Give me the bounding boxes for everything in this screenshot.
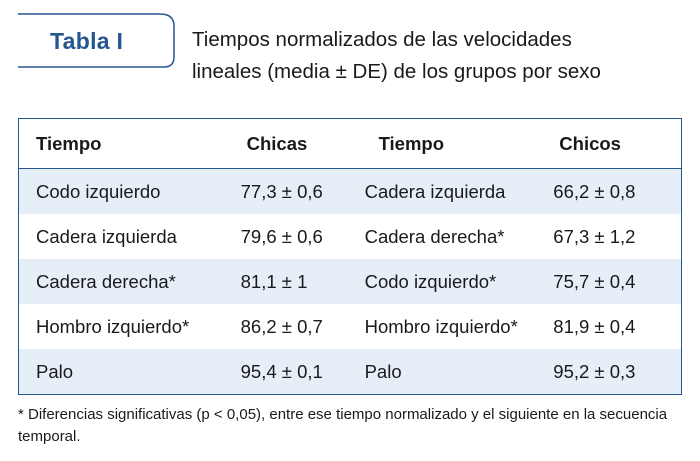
table-cell: Hombro izquierdo* [360,304,550,349]
table-cell: Codo izquierdo [18,168,232,214]
table-row: Palo 95,4 ± 0,1 Palo 95,2 ± 0,3 [18,349,682,395]
table-cell: 66,2 ± 0,8 [549,168,682,214]
table-cell: Cadera izquierda [360,168,550,214]
caption-line-1: Tiempos normalizados de las velocidades [192,28,572,51]
table-cell: Cadera izquierda [18,214,232,259]
column-header: Tiempo [360,118,550,169]
column-header: Chicas [231,118,361,169]
table-cell: Palo [18,349,232,395]
data-table: Tiempo Chicas Tiempo Chicos Codo izquier… [18,118,682,395]
table-header-row: Tiempo Chicas Tiempo Chicos [18,118,682,169]
table-cell: Cadera derecha* [18,259,232,304]
table-footnote: * Diferencias significativas (p < 0,05),… [18,406,668,445]
column-header: Tiempo [18,118,232,169]
table-row: Cadera izquierda 79,6 ± 0,6 Cadera derec… [18,214,682,259]
column-header: Chicos [549,118,682,169]
table-cell: 86,2 ± 0,7 [231,304,361,349]
table-caption: Tiempos normalizados de las velocidades … [192,24,682,88]
table-cell: Cadera derecha* [360,214,550,259]
table-cell: 67,3 ± 1,2 [549,214,682,259]
table-cell: Palo [360,349,550,395]
tab-outline [18,13,175,68]
table-cell: 79,6 ± 0,6 [231,214,361,259]
table-row: Cadera derecha* 81,1 ± 1 Codo izquierdo*… [18,259,682,304]
table-cell: 95,4 ± 0,1 [231,349,361,395]
table-number-label: Tabla I [50,28,124,54]
table-cell: 77,3 ± 0,6 [231,168,361,214]
table-cell: Hombro izquierdo* [18,304,232,349]
table-row: Codo izquierdo 77,3 ± 0,6 Cadera izquier… [18,168,682,214]
table-row: Hombro izquierdo* 86,2 ± 0,7 Hombro izqu… [18,304,682,349]
table-cell: 81,1 ± 1 [231,259,361,304]
table-cell: 81,9 ± 0,4 [549,304,682,349]
table-cell: 95,2 ± 0,3 [549,349,682,395]
table-cell: Codo izquierdo* [360,259,550,304]
table-cell: 75,7 ± 0,4 [549,259,682,304]
caption-line-2: lineales (media ± DE) de los grupos por … [192,60,601,83]
